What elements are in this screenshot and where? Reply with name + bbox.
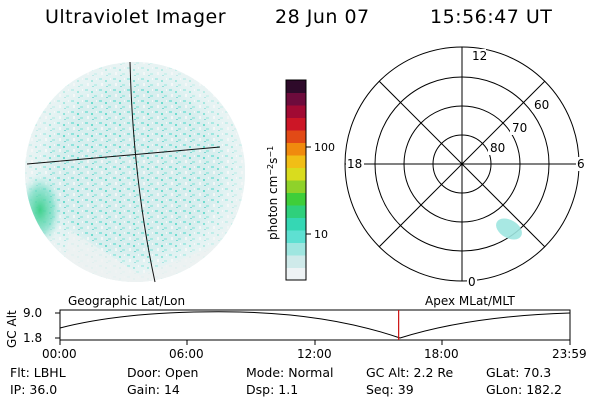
orbit-plot-frame	[59, 309, 571, 341]
colorbar-swatch	[286, 217, 306, 231]
colorbar-swatch	[286, 205, 306, 218]
colorbar-unit-label: photon cm−2s−1	[266, 146, 280, 240]
mlt-label-0: 0	[468, 275, 476, 289]
altitude-curve	[59, 311, 571, 339]
dsp-status: Dsp: 1.1	[246, 382, 299, 397]
colorbar-tick-10: 10	[314, 228, 328, 241]
colorbar-swatch	[286, 105, 306, 118]
aurora-emission-spot	[496, 218, 522, 240]
observation-time: 15:56:47 UT	[430, 6, 553, 28]
time-tick-2359: 23:59	[552, 347, 587, 361]
colorbar-swatch	[286, 230, 306, 243]
time-tick-0600: 06:00	[169, 347, 204, 361]
gc-alt-axis-title: GC Alt	[5, 310, 19, 348]
parallel-line	[26, 146, 221, 165]
lat-label-80: 80	[490, 141, 505, 155]
time-tick-0000: 00:00	[42, 347, 77, 361]
gain-status: Gain: 14	[127, 382, 180, 397]
colorbar-swatch	[286, 167, 306, 181]
time-tick-1200: 12:00	[297, 347, 332, 361]
colorbar-swatch	[286, 180, 306, 193]
colorbar-swatch	[286, 155, 306, 168]
mode-status: Mode: Normal	[246, 365, 334, 380]
colorbar-swatch	[286, 192, 306, 206]
colorbar-swatch	[286, 117, 306, 131]
door-status: Door: Open	[127, 365, 199, 380]
colorbar-swatch	[286, 267, 306, 281]
colorbar-swatch	[286, 255, 306, 268]
observation-date: 28 Jun 07	[275, 6, 370, 28]
mlt-label-12: 12	[472, 49, 487, 63]
colorbar-swatch	[286, 80, 306, 93]
apex-mlat-mlt-label: Apex MLat/MLT	[425, 294, 515, 308]
mlt-label-18: 18	[347, 157, 362, 171]
geographic-lat-lon-label: Geographic Lat/Lon	[68, 294, 185, 308]
lat-label-70: 70	[512, 121, 527, 135]
gc-alt-status: GC Alt: 2.2 Re	[366, 365, 454, 380]
colorbar-tick-100: 100	[314, 141, 335, 154]
instrument-title: Ultraviolet Imager	[45, 6, 227, 28]
seq-status: Seq: 39	[366, 382, 414, 397]
time-tick-1800: 18:00	[424, 347, 459, 361]
meridian-line	[129, 61, 156, 283]
colorbar-swatch	[286, 92, 306, 106]
colorbar-swatch	[286, 130, 306, 143]
glon-status: GLon: 182.2	[486, 382, 562, 397]
lat-label-60: 60	[534, 98, 549, 112]
ip-status: IP: 36.0	[10, 382, 58, 397]
colorbar-swatch	[286, 142, 306, 156]
mlt-label-6: 6	[577, 157, 585, 171]
filter-status: Flt: LBHL	[10, 365, 66, 380]
alt-tick-1-8: 1.8	[23, 331, 42, 345]
glat-status: GLat: 70.3	[486, 365, 552, 380]
alt-tick-9: 9.0	[23, 306, 42, 320]
colorbar-swatch	[286, 242, 306, 256]
